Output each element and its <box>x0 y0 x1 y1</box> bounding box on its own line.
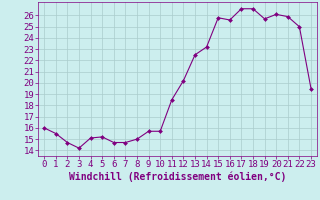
X-axis label: Windchill (Refroidissement éolien,°C): Windchill (Refroidissement éolien,°C) <box>69 172 286 182</box>
